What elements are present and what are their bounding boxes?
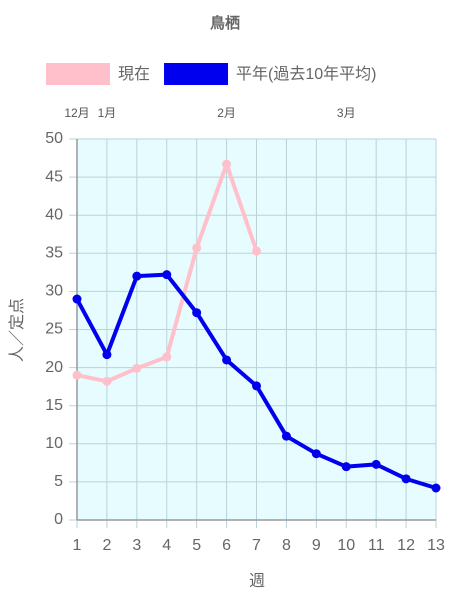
data-point (192, 308, 202, 318)
month-label: 12月 (64, 106, 89, 120)
month-label: 3月 (337, 106, 356, 120)
data-point (341, 462, 351, 472)
legend-swatch (164, 63, 229, 85)
y-tick-label: 10 (45, 435, 63, 452)
legend-swatch (46, 63, 110, 85)
data-point (132, 271, 142, 281)
y-tick-label: 0 (54, 511, 63, 528)
x-tick-label: 10 (337, 537, 355, 554)
data-point (222, 355, 232, 365)
data-point (252, 381, 261, 391)
x-tick-label: 7 (252, 537, 261, 554)
x-tick-label: 9 (312, 537, 321, 554)
y-axis-label: 人／定点 (8, 298, 26, 362)
data-point (371, 459, 381, 469)
x-tick-label: 11 (368, 537, 385, 554)
data-point (162, 352, 172, 362)
y-tick-label: 25 (45, 321, 63, 338)
data-point (401, 474, 411, 484)
x-axis-label: 週 (249, 572, 265, 590)
data-point (222, 159, 232, 169)
x-tick-label: 1 (73, 537, 82, 554)
legend-label: 平年(過去10年平均) (236, 65, 376, 83)
y-tick-label: 40 (45, 206, 63, 223)
month-label: 2月 (217, 106, 236, 120)
x-tick-label: 2 (102, 537, 111, 554)
y-tick-label: 5 (54, 473, 63, 490)
y-tick-label: 45 (45, 168, 63, 185)
x-tick-label: 3 (132, 537, 141, 554)
y-tick-label: 35 (45, 245, 63, 262)
data-point (252, 246, 261, 256)
month-label: 1月 (98, 106, 117, 120)
y-tick-label: 50 (45, 130, 63, 147)
y-tick-label: 20 (45, 359, 63, 376)
data-point (431, 483, 441, 493)
chart-title: 鳥栖 (210, 14, 240, 32)
data-point (281, 431, 291, 441)
x-tick-label: 4 (162, 537, 171, 554)
data-point (72, 294, 82, 304)
x-tick-label: 13 (427, 537, 445, 554)
legend-label: 現在 (118, 65, 150, 83)
y-tick-label: 15 (45, 397, 63, 414)
data-point (192, 243, 202, 253)
y-tick-label: 30 (45, 283, 63, 300)
x-tick-label: 8 (282, 537, 291, 554)
data-point (162, 270, 172, 280)
data-point (102, 350, 112, 360)
x-tick-label: 12 (397, 537, 415, 554)
data-point (311, 449, 321, 459)
x-tick-label: 5 (192, 537, 201, 554)
data-point (102, 376, 112, 386)
x-tick-label: 6 (222, 537, 231, 554)
data-point (132, 363, 142, 373)
data-point (72, 370, 82, 380)
